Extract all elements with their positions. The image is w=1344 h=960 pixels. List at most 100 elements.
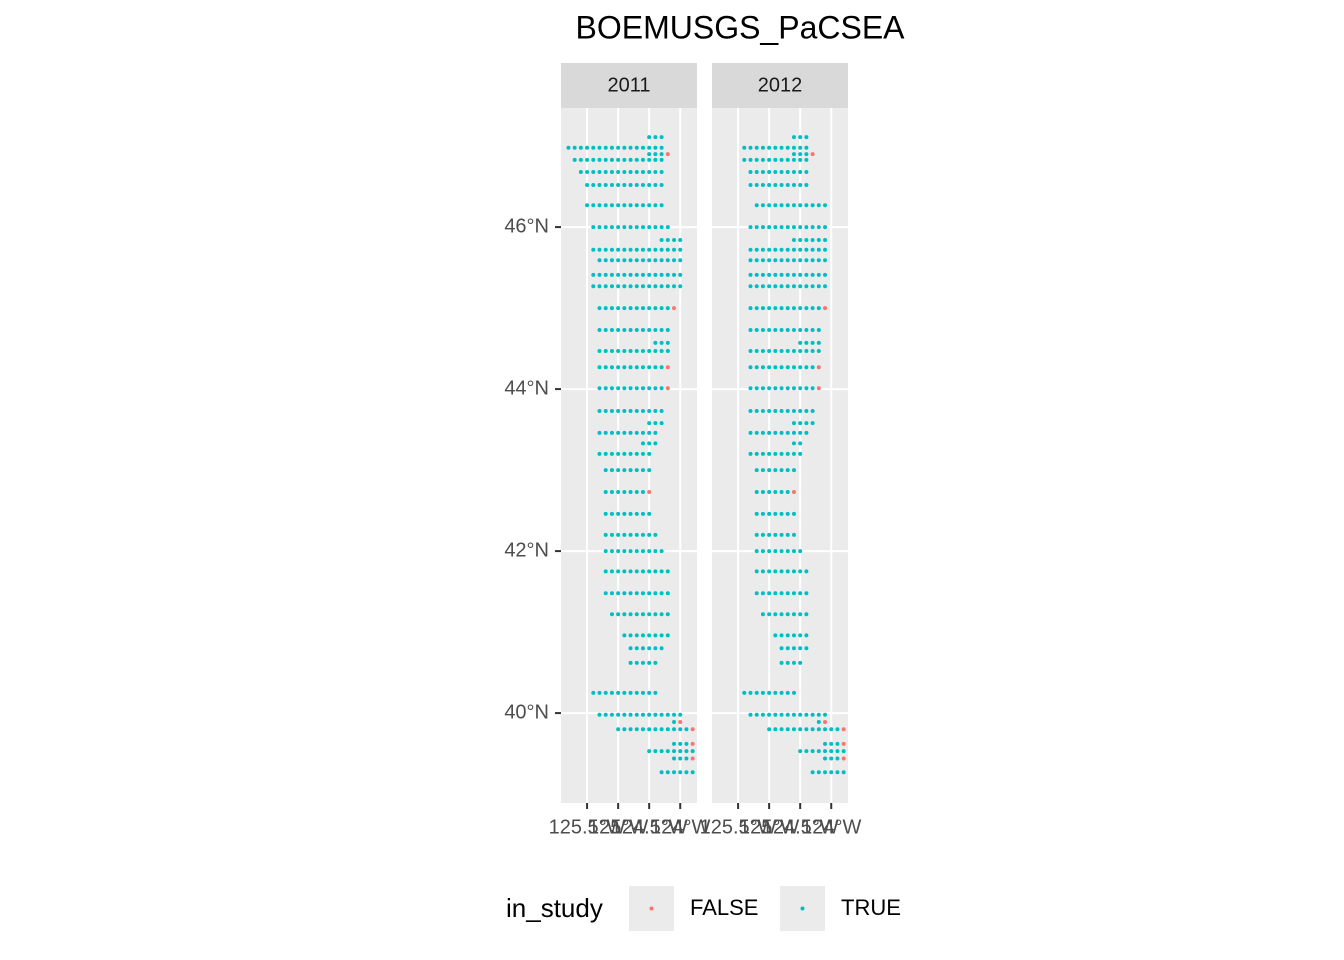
point	[754, 690, 759, 695]
point	[798, 349, 803, 354]
point	[785, 646, 790, 651]
point	[659, 247, 664, 252]
point	[653, 421, 658, 426]
point	[798, 238, 803, 243]
point	[760, 712, 765, 717]
point	[829, 756, 834, 761]
point	[665, 591, 670, 596]
point	[628, 690, 633, 695]
point	[773, 272, 778, 277]
point	[659, 225, 664, 230]
point	[791, 238, 796, 243]
point	[609, 468, 614, 473]
point	[785, 727, 790, 732]
point	[622, 612, 627, 617]
point	[779, 203, 784, 208]
point	[616, 591, 621, 596]
point	[591, 247, 596, 252]
point	[628, 430, 633, 435]
point	[748, 349, 753, 354]
point	[779, 145, 784, 150]
point	[622, 591, 627, 596]
point	[773, 511, 778, 516]
point	[841, 741, 846, 746]
point	[640, 306, 645, 311]
point	[791, 549, 796, 554]
point	[616, 306, 621, 311]
point	[647, 182, 652, 187]
point	[622, 157, 627, 162]
point	[835, 727, 840, 732]
point	[760, 408, 765, 413]
point	[634, 468, 639, 473]
point	[603, 203, 608, 208]
point	[779, 284, 784, 289]
point	[672, 719, 677, 724]
point	[622, 489, 627, 494]
point	[767, 365, 772, 370]
point	[690, 727, 695, 732]
point	[760, 511, 765, 516]
point	[773, 349, 778, 354]
point	[816, 340, 821, 345]
point	[603, 284, 608, 289]
point	[773, 306, 778, 311]
point	[754, 511, 759, 516]
point	[640, 451, 645, 456]
point	[773, 430, 778, 435]
point	[767, 247, 772, 252]
point	[791, 203, 796, 208]
point	[779, 258, 784, 263]
point	[804, 306, 809, 311]
point	[622, 225, 627, 230]
point	[791, 272, 796, 277]
point	[603, 145, 608, 150]
point	[754, 182, 759, 187]
point	[690, 749, 695, 754]
point	[767, 591, 772, 596]
point	[628, 532, 633, 537]
point	[760, 327, 765, 332]
point	[616, 511, 621, 516]
point	[659, 770, 664, 775]
point	[798, 225, 803, 230]
point	[760, 549, 765, 554]
point	[804, 284, 809, 289]
point	[622, 712, 627, 717]
point	[603, 408, 608, 413]
point	[791, 306, 796, 311]
point	[804, 258, 809, 263]
point	[609, 532, 614, 537]
point	[640, 157, 645, 162]
strip-label: 2011	[607, 74, 650, 96]
point	[597, 284, 602, 289]
point	[640, 203, 645, 208]
point	[622, 169, 627, 174]
point	[647, 169, 652, 174]
point	[785, 247, 790, 252]
point	[804, 712, 809, 717]
point	[816, 306, 821, 311]
point	[653, 327, 658, 332]
point	[622, 365, 627, 370]
point	[816, 712, 821, 717]
point	[665, 386, 670, 391]
point	[767, 532, 772, 537]
point	[622, 182, 627, 187]
point	[647, 451, 652, 456]
point	[603, 365, 608, 370]
point	[640, 612, 645, 617]
point	[672, 238, 677, 243]
point	[804, 727, 809, 732]
point	[628, 145, 633, 150]
point	[659, 340, 664, 345]
point	[665, 272, 670, 277]
point	[647, 157, 652, 162]
point	[754, 258, 759, 263]
point	[659, 258, 664, 263]
point	[742, 145, 747, 150]
point	[785, 532, 790, 537]
point	[791, 152, 796, 157]
point	[773, 182, 778, 187]
point	[779, 430, 784, 435]
